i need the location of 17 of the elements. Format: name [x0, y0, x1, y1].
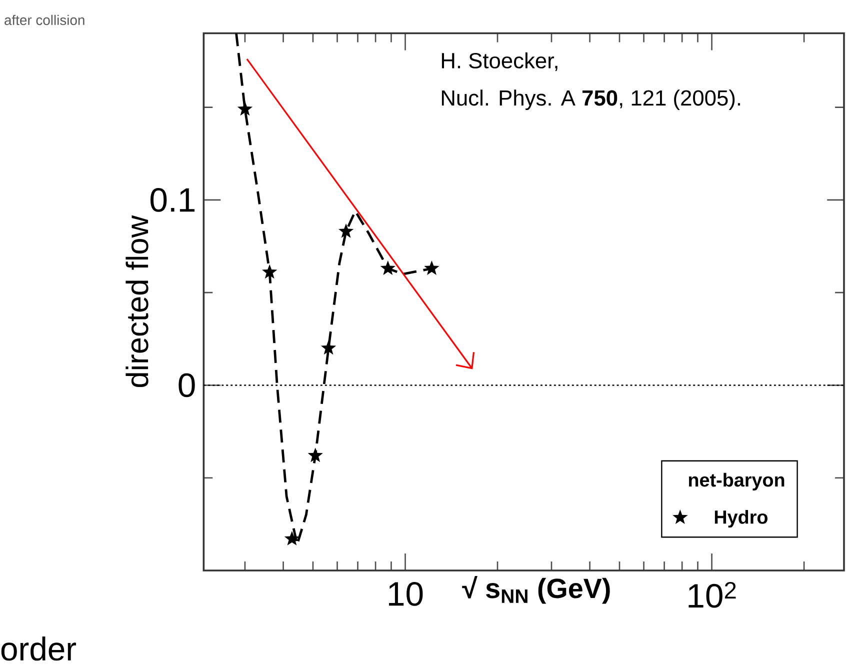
- point: [262, 264, 278, 279]
- legend-label: Hydro: [714, 510, 768, 528]
- point: [380, 260, 396, 276]
- x-axis-title: √ s$_{NN}$ (GeV): [462, 576, 610, 604]
- x-tick-label: 10: [389, 582, 423, 606]
- annotation: Nucl. Phys. A 750, 121 (2005).: [442, 90, 740, 110]
- y-tick-label: 0.1: [150, 188, 195, 212]
- annotation: H. Stoecker,: [442, 52, 558, 72]
- point: [237, 101, 253, 116]
- point: [284, 531, 300, 546]
- y-axis-title: directed flow: [126, 216, 148, 388]
- y-tick-label: 0: [178, 373, 195, 398]
- legend-title: net-baryon: [688, 473, 784, 491]
- x-tick-label: 10$^{2}$: [688, 582, 736, 608]
- text: order: [1, 636, 76, 661]
- text: after collision: [4, 15, 84, 26]
- point: [308, 448, 323, 462]
